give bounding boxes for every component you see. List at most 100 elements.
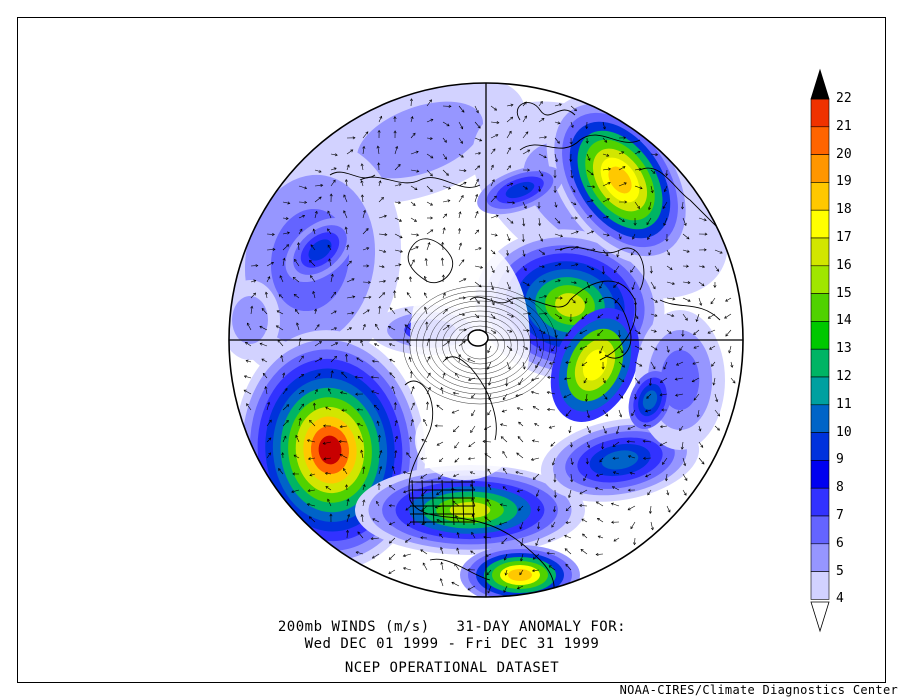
wind-vector-head: [509, 348, 513, 351]
wind-vector: [356, 357, 364, 363]
wind-vector-head: [479, 138, 483, 142]
wind-vector: [309, 516, 316, 523]
wind-vector-head: [546, 391, 550, 395]
wind-vector: [394, 217, 402, 222]
wind-vector-head: [388, 571, 392, 574]
wind-vector: [570, 246, 579, 251]
wind-vector: [614, 265, 620, 273]
wind-vector: [538, 118, 545, 123]
wind-vector-head: [540, 173, 544, 177]
wind-vector-head: [652, 170, 656, 174]
wind-vector-head: [411, 386, 415, 390]
wind-vector-head: [424, 257, 428, 261]
wind-vector-head: [355, 392, 358, 396]
wind-vector-head: [605, 215, 609, 219]
wind-vector: [282, 404, 290, 411]
wind-vector-head: [696, 414, 700, 418]
wind-vector: [266, 276, 270, 283]
wind-vector: [378, 435, 380, 443]
wind-vector: [346, 296, 355, 299]
wind-vector: [488, 393, 492, 400]
wind-vector: [313, 403, 316, 411]
wind-vector: [632, 233, 636, 240]
wind-vector-head: [455, 372, 458, 376]
wind-vector-head: [612, 456, 616, 460]
wind-vector-head: [591, 267, 595, 271]
wind-vector: [506, 165, 511, 171]
wind-vector: [250, 280, 256, 283]
wind-vector: [245, 342, 252, 347]
wind-vector-head: [439, 578, 443, 582]
wind-vector-head: [516, 489, 520, 493]
wind-vector: [538, 295, 547, 299]
wind-vector-head: [371, 359, 375, 363]
wind-vector-head: [618, 236, 622, 240]
wind-vector-head: [285, 419, 289, 423]
wind-vector: [490, 249, 496, 255]
wind-vector: [471, 409, 476, 416]
wind-vector-head: [388, 504, 392, 508]
wind-vector-head: [308, 516, 312, 520]
wind-vector-head: [544, 312, 548, 316]
wind-vector-head: [659, 425, 663, 429]
wind-vector-head: [395, 145, 399, 149]
wind-vector: [388, 326, 396, 331]
wind-vector-head: [354, 375, 358, 379]
wind-vector-head: [552, 509, 557, 513]
wind-vector-head: [710, 301, 714, 305]
wind-vector-head: [712, 382, 716, 386]
wind-vector-head: [343, 194, 347, 198]
wind-vector-head: [494, 107, 498, 111]
wind-vector-head: [327, 210, 331, 214]
wind-vector-head: [304, 200, 308, 204]
wind-vector: [439, 533, 444, 539]
wind-vector: [458, 354, 461, 363]
wind-vector: [426, 99, 432, 107]
wind-vector: [549, 425, 556, 429]
wind-vector-head: [504, 572, 508, 576]
wind-vector-head: [471, 514, 475, 518]
wind-vector: [314, 196, 322, 203]
wind-vector-head: [570, 462, 574, 466]
wind-vector: [586, 215, 592, 219]
wind-vector: [506, 361, 511, 370]
wind-vector-head: [541, 118, 545, 121]
wind-vector: [403, 489, 412, 493]
wind-vector: [458, 259, 465, 267]
wind-vector: [599, 281, 604, 289]
wind-vector: [362, 247, 369, 251]
wind-vector-head: [693, 345, 697, 349]
wind-vector: [634, 329, 641, 335]
wind-vector-head: [451, 581, 455, 585]
colorbar-swatch: [810, 126, 830, 155]
wind-vector: [570, 185, 576, 193]
wind-vector: [627, 505, 636, 511]
wind-vector-head: [547, 375, 551, 379]
wind-vector-head: [460, 126, 464, 130]
colorbar-swatch: [810, 182, 830, 211]
wind-vector-head: [502, 397, 506, 401]
wind-vector: [618, 182, 627, 187]
wind-vector-head: [557, 279, 561, 283]
anomaly-contour: [232, 296, 268, 344]
wind-vector: [517, 436, 524, 443]
wind-vector: [474, 247, 482, 251]
wind-vector: [281, 355, 284, 363]
wind-vector-head: [502, 486, 506, 490]
wind-vector-head: [572, 300, 576, 304]
colorbar-tick-label: 6: [836, 535, 844, 551]
wind-vector: [632, 281, 636, 290]
wind-vector: [708, 313, 716, 319]
wind-vector-head: [568, 495, 572, 499]
wind-vector: [250, 292, 256, 299]
wind-vector-head: [314, 210, 318, 214]
wind-vector-head: [599, 350, 602, 354]
wind-vector-head: [643, 424, 647, 428]
wind-vector: [518, 421, 524, 427]
wind-vector-head: [559, 316, 563, 319]
wind-vector: [389, 343, 396, 347]
wind-vector-head: [667, 509, 671, 513]
wind-vector-head: [510, 116, 514, 120]
wind-vector-head: [271, 262, 275, 265]
